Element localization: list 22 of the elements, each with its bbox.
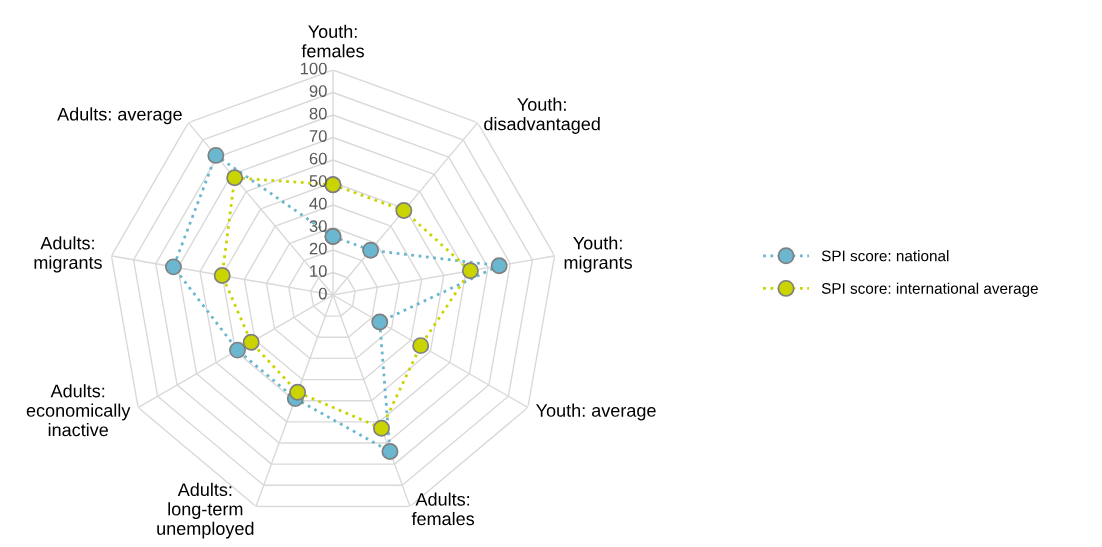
spoke-label: Adults: average bbox=[57, 107, 182, 125]
spoke-label: Adults: migrants bbox=[34, 236, 102, 273]
spoke-label: Adults: long-term unemployed bbox=[157, 482, 254, 539]
y-tick-label: 0 bbox=[318, 287, 327, 300]
spoke-label: Youth: females bbox=[301, 24, 364, 58]
y-tick-label: 50 bbox=[309, 175, 327, 187]
y-tick-label: 10 bbox=[310, 265, 327, 277]
y-tick-label: 30 bbox=[309, 220, 327, 232]
spoke-label: Adults: economically inactive bbox=[26, 384, 131, 437]
legend-label: SPI score: international average bbox=[821, 282, 1038, 297]
y-tick-label: 70 bbox=[309, 130, 327, 142]
y-tick-label: 20 bbox=[309, 242, 327, 255]
legend-label: SPI score: national bbox=[821, 250, 949, 262]
spoke-label: Youth: average bbox=[536, 403, 656, 421]
y-tick-label: 100 bbox=[300, 62, 327, 75]
spoke-label: Youth: disadvantaged bbox=[484, 97, 600, 134]
y-tick-label: 90 bbox=[309, 85, 327, 97]
y-tick-label: 40 bbox=[309, 197, 327, 210]
spoke-label: Youth: migrants bbox=[564, 236, 633, 273]
y-tick-label: 80 bbox=[309, 107, 327, 120]
y-tick-label: 60 bbox=[309, 152, 327, 165]
spoke-label: Adults: females bbox=[411, 492, 475, 526]
